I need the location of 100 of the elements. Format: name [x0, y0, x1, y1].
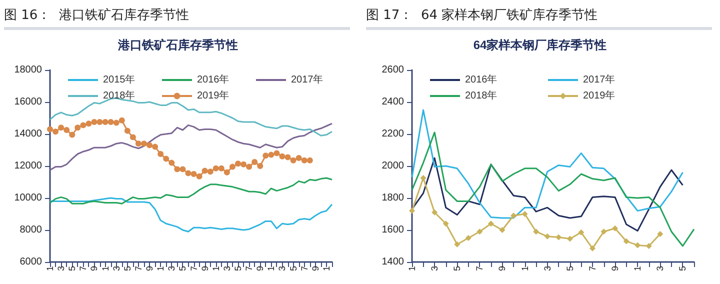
y-tick-label: 2200: [382, 128, 404, 140]
point: [306, 157, 313, 164]
y-tick-label: 2000: [382, 160, 404, 172]
x-tick-label: 7: [133, 266, 144, 272]
point: [96, 119, 103, 125]
point: [476, 228, 483, 235]
point: [212, 165, 219, 172]
point: [296, 155, 302, 161]
point: [113, 120, 120, 126]
point: [600, 228, 607, 235]
x-tick-label: 9: [89, 266, 100, 272]
point: [274, 150, 280, 156]
x-tick-label: 3: [166, 266, 177, 272]
point: [499, 227, 506, 233]
legend-label: 2018年: [103, 90, 136, 102]
x-tick-label: 9: [200, 266, 210, 272]
x-tick-label: 9: [144, 266, 155, 272]
legend-label: 2019年: [197, 90, 230, 102]
point: [135, 140, 142, 147]
point: [465, 235, 472, 241]
point: [290, 157, 296, 164]
chart-title: 图 17： 64 家样本钢厂铁矿库存季节性: [366, 6, 712, 30]
chart-subtitle: 港口铁矿石库存季节性: [117, 38, 238, 52]
point: [454, 241, 460, 248]
point: [246, 164, 252, 170]
point: [612, 225, 618, 232]
point: [533, 228, 540, 235]
point: [58, 124, 64, 131]
y-tick-label: 2600: [382, 64, 404, 76]
x-tick-label: 1: [156, 266, 166, 272]
point: [556, 234, 562, 240]
point: [102, 119, 108, 125]
point: [262, 152, 269, 159]
legend-label: 2015年: [103, 74, 136, 86]
y-tick-label: 10000: [14, 192, 42, 204]
x-tick-label: 5: [288, 266, 298, 272]
point: [52, 128, 59, 135]
point: [64, 127, 70, 133]
y-tick-label: 1600: [382, 224, 404, 236]
point: [152, 144, 158, 150]
line-series: [49, 122, 333, 171]
x-tick-label: 9: [497, 266, 508, 272]
point: [301, 157, 308, 164]
point: [80, 122, 86, 128]
x-tick-label: 1: [321, 266, 332, 272]
point: [108, 119, 114, 125]
x-tick-label: 7: [474, 266, 485, 272]
legend-label: 2016年: [197, 74, 230, 86]
x-tick-label: 7: [299, 266, 310, 272]
legend-label: 2019年: [583, 90, 616, 102]
point: [118, 117, 125, 124]
x-tick-label: 5: [67, 266, 78, 272]
point: [91, 119, 98, 125]
point: [634, 242, 641, 248]
x-tick-label: 7: [78, 266, 88, 272]
point: [432, 209, 438, 216]
point: [442, 220, 449, 227]
x-tick-label: 3: [56, 266, 66, 272]
x-tick-label: 3: [542, 266, 552, 272]
point: [196, 173, 202, 180]
x-tick-label: 9: [255, 266, 266, 272]
point: [202, 168, 208, 174]
chart-subtitle: 64家样本钢厂库存季节性: [473, 38, 607, 52]
y-tick-label: 14000: [14, 128, 42, 140]
point: [168, 160, 175, 166]
point: [257, 163, 264, 169]
point: [130, 134, 136, 140]
legend-label: 2017年: [291, 74, 324, 86]
point: [420, 175, 426, 181]
y-tick-label: 6000: [20, 256, 42, 268]
x-tick-label: 7: [188, 266, 199, 272]
x-tick-label: 1: [45, 266, 55, 272]
point: [589, 245, 596, 252]
point: [190, 171, 197, 177]
x-tick-label: 1: [100, 266, 110, 272]
point: [163, 156, 170, 162]
point: [409, 208, 415, 214]
x-tick-label: 3: [277, 266, 288, 272]
point: [174, 166, 180, 172]
x-tick-label: 9: [610, 266, 620, 272]
point: [235, 160, 241, 167]
y-tick-label: 18000: [14, 64, 42, 76]
x-tick-label: 5: [564, 266, 575, 272]
y-tick-label: 2400: [382, 96, 404, 108]
x-tick-label: 7: [587, 266, 598, 272]
point: [74, 124, 81, 131]
x-tick-label: 9: [310, 266, 320, 272]
point: [124, 128, 130, 134]
point: [544, 233, 550, 240]
point: [623, 238, 630, 244]
x-tick-label: 3: [222, 266, 232, 272]
point: [180, 166, 186, 172]
x-tick-label: 1: [407, 266, 417, 272]
point: [284, 154, 291, 160]
x-tick-label: 7: [244, 266, 254, 272]
point: [229, 164, 236, 170]
point: [185, 170, 192, 176]
y-tick-label: 1800: [382, 192, 404, 204]
point: [86, 120, 92, 127]
x-tick-label: 5: [178, 266, 188, 272]
